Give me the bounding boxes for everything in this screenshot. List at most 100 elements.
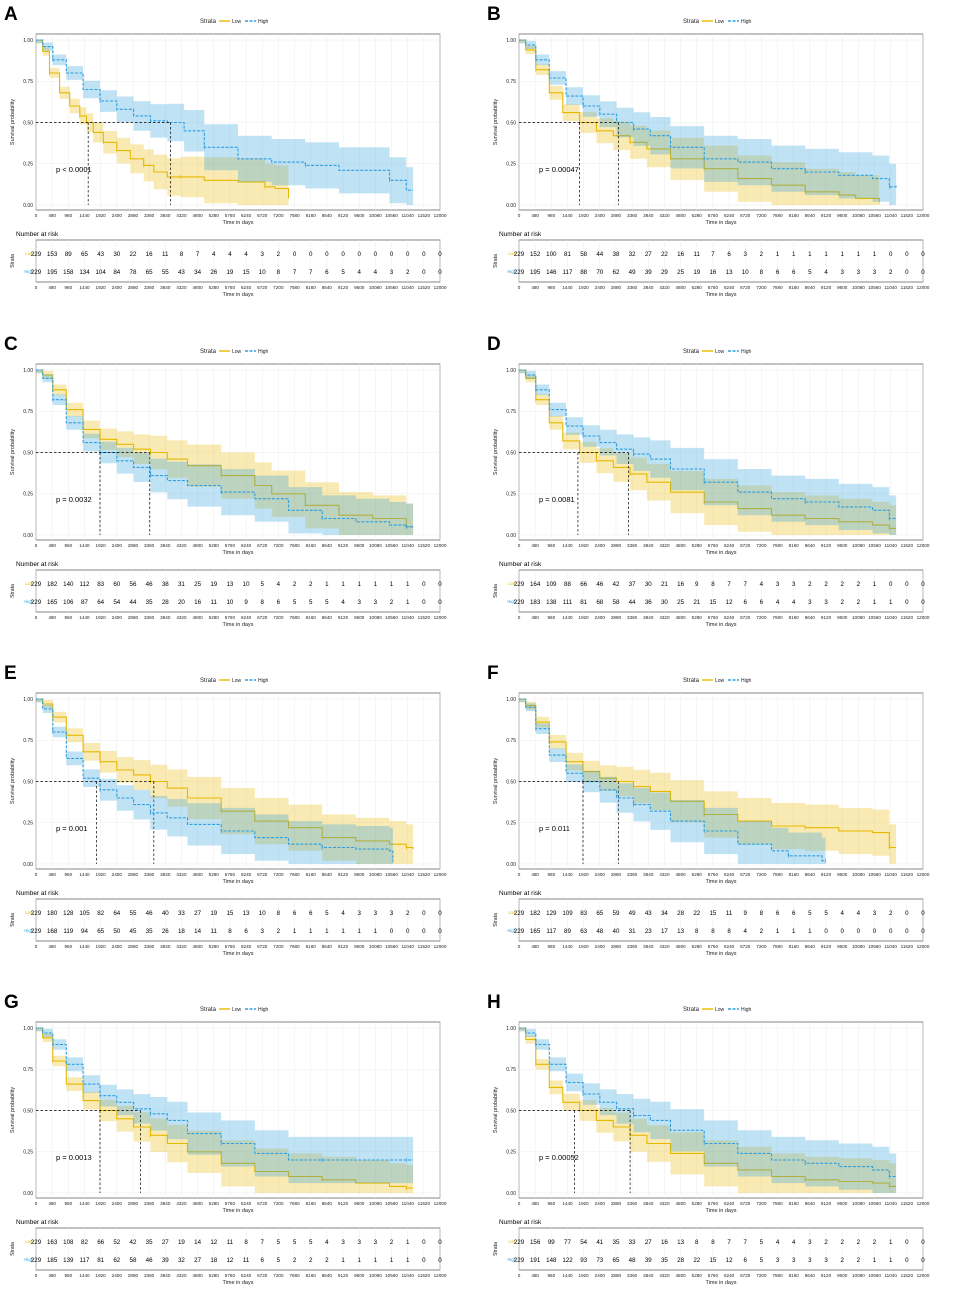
risk-count: 93 — [580, 1257, 587, 1264]
x-tick-label: 960 — [547, 213, 555, 218]
risk-x-tick-label: 6720 — [740, 285, 751, 290]
risk-count: 16 — [661, 1239, 668, 1246]
risk-count: 1 — [824, 251, 828, 258]
legend-low-label: Low — [232, 678, 242, 684]
risk-count: 5 — [277, 1239, 281, 1246]
risk-x-tick-label: 1920 — [579, 615, 590, 620]
risk-count: 2 — [390, 1239, 394, 1246]
risk-count: 1 — [390, 1257, 394, 1264]
risk-count: 10 — [259, 269, 266, 276]
x-tick-label: 10560 — [868, 543, 881, 548]
risk-count: 46 — [146, 910, 153, 917]
risk-row-label-low: Low — [25, 251, 34, 256]
risk-x-tick-label: 3840 — [643, 1273, 654, 1278]
risk-count: 0 — [422, 1239, 426, 1246]
x-axis-title: Time in days — [223, 550, 254, 556]
legend-title: Strata — [683, 349, 700, 355]
risk-count: 13 — [726, 269, 733, 276]
risk-count: 2 — [840, 581, 844, 588]
x-tick-label: 8160 — [789, 872, 800, 877]
ci-band-high — [36, 1028, 414, 1184]
risk-count: 0 — [840, 928, 844, 935]
risk-row-label-high: High — [507, 269, 516, 274]
risk-count: 20 — [178, 599, 185, 606]
x-tick-label: 6240 — [241, 1201, 252, 1206]
risk-count: 65 — [596, 910, 603, 917]
risk-x-tick-label: 12000 — [917, 615, 930, 620]
risk-count: 229 — [514, 599, 525, 606]
risk-count: 0 — [422, 269, 426, 276]
risk-x-tick-label: 5760 — [708, 615, 719, 620]
x-tick-label: 9600 — [354, 872, 365, 877]
risk-x-tick-label: 7200 — [756, 615, 767, 620]
risk-x-tick-label: 7680 — [772, 285, 783, 290]
risk-x-tick-label: 480 — [531, 285, 539, 290]
risk-count: 0 — [422, 928, 426, 935]
risk-x-tick-label: 960 — [547, 285, 555, 290]
risk-count: 19 — [210, 581, 217, 588]
risk-count: 28 — [677, 1257, 684, 1264]
risk-count: 3 — [374, 1239, 378, 1246]
risk-count: 18 — [210, 1257, 217, 1264]
risk-count: 229 — [31, 928, 42, 935]
risk-table-area — [518, 1227, 924, 1271]
x-axis-title: Time in days — [706, 550, 737, 556]
x-tick-label: 6720 — [257, 543, 268, 548]
x-axis-title: Time in days — [223, 879, 254, 885]
risk-count: 3 — [840, 269, 844, 276]
x-tick-label: 8640 — [322, 213, 333, 218]
risk-x-tick-label: 2880 — [611, 944, 622, 949]
y-tick-label: 0.75 — [23, 79, 33, 85]
risk-x-tick-label: 1440 — [79, 615, 90, 620]
risk-count: 229 — [31, 910, 42, 917]
ci-band-high — [519, 699, 826, 864]
risk-count: 12 — [726, 599, 733, 606]
risk-x-tick-label: 4800 — [192, 944, 203, 949]
risk-count: 3 — [808, 599, 812, 606]
x-tick-label: 4800 — [192, 1201, 203, 1206]
strata-axis-title: Strata — [493, 913, 499, 927]
risk-x-tick-label: 4800 — [192, 615, 203, 620]
risk-count: 146 — [546, 269, 557, 276]
risk-count: 112 — [80, 581, 90, 588]
y-tick-label: 1.00 — [506, 697, 516, 703]
risk-count: 229 — [31, 1257, 42, 1264]
y-tick-label: 0.00 — [23, 533, 33, 539]
risk-x-tick-label: 8640 — [805, 615, 816, 620]
risk-x-tick-label: 2880 — [128, 944, 139, 949]
risk-count: 165 — [530, 928, 541, 935]
y-tick-label: 0.00 — [506, 862, 516, 868]
legend-low-label: Low — [232, 1007, 242, 1013]
risk-count: 39 — [645, 1257, 652, 1264]
risk-x-tick-label: 9600 — [837, 615, 848, 620]
risk-count: 6 — [792, 269, 796, 276]
risk-count: 33 — [178, 910, 185, 917]
risk-x-tick-label: 11520 — [418, 615, 431, 620]
risk-x-tick-label: 3360 — [144, 944, 155, 949]
risk-count: 5 — [261, 581, 265, 588]
risk-x-tick-label: 4800 — [675, 615, 686, 620]
x-tick-label: 0 — [35, 1201, 38, 1206]
x-tick-label: 1920 — [96, 543, 107, 548]
risk-count: 11 — [243, 1257, 250, 1264]
y-tick-label: 0.25 — [23, 1150, 33, 1156]
risk-count: 0 — [905, 599, 909, 606]
risk-x-tick-label: 5760 — [225, 285, 236, 290]
risk-x-tick-label: 5280 — [692, 1273, 703, 1278]
risk-x-tick-label: 6720 — [257, 944, 268, 949]
risk-count: 7 — [711, 251, 715, 258]
risk-count: 6 — [261, 1257, 265, 1264]
risk-x-tick-label: 1920 — [96, 1273, 107, 1278]
risk-count: 4 — [228, 251, 232, 258]
risk-count: 64 — [113, 910, 120, 917]
risk-x-tick-label: 6240 — [724, 285, 735, 290]
risk-x-tick-label: 3840 — [160, 615, 171, 620]
risk-count: 2 — [293, 1257, 297, 1264]
y-tick-label: 0.25 — [506, 1150, 516, 1156]
risk-count: 11 — [726, 910, 733, 917]
risk-count: 1 — [840, 251, 844, 258]
risk-count: 15 — [709, 1257, 716, 1264]
x-tick-label: 11040 — [884, 872, 897, 877]
